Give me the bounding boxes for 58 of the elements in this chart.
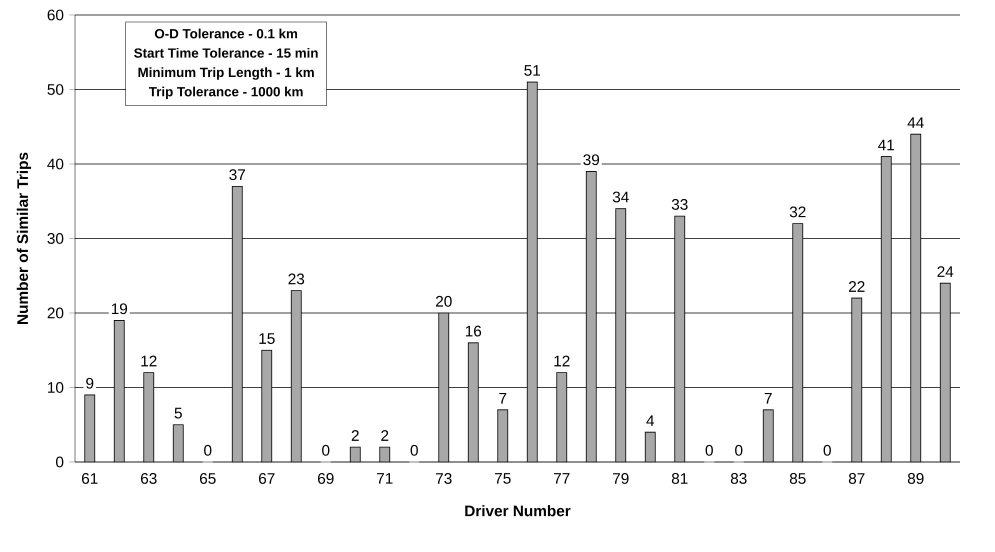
data-label: 23	[288, 274, 304, 284]
y-tick-label: 30	[47, 233, 64, 244]
data-label: 12	[141, 356, 157, 366]
y-tick-label: 40	[47, 158, 64, 170]
y-tick-label: 20	[48, 308, 64, 318]
annotation: Trip Tolerance - 1000 km	[148, 86, 303, 100]
annotation: O-D Tolerance - 0.1 km	[154, 28, 298, 38]
data-label: 15	[259, 333, 275, 344]
x-tick-label: 77	[554, 473, 570, 484]
data-label: 33	[672, 199, 688, 210]
annotation: Minimum Trip Length - 1 km	[138, 67, 314, 80]
x-tick-label: 69	[318, 473, 334, 484]
data-label: 0	[706, 444, 713, 456]
x-tick-label: 63	[141, 473, 157, 484]
annotation: Start Time Tolerance - 15 min	[134, 48, 318, 58]
data-label: 4	[646, 415, 654, 426]
y-axis-title: Number of Similar Trips	[16, 152, 32, 324]
data-label: 5	[174, 408, 182, 418]
data-label: 0	[824, 444, 831, 456]
data-label: 34	[612, 192, 629, 202]
x-tick-label: 81	[672, 473, 688, 484]
data-label: 0	[204, 444, 212, 456]
x-axis-title: Driver Number	[465, 505, 570, 516]
x-tick-label: 79	[613, 473, 629, 484]
y-tick-label: 10	[48, 382, 64, 393]
data-label: 41	[878, 140, 894, 150]
x-tick-label: 87	[848, 473, 865, 484]
x-tick-label: 89	[908, 473, 924, 484]
data-label: 37	[229, 169, 246, 180]
data-label: 20	[436, 296, 452, 307]
data-label: 22	[849, 281, 865, 292]
y-tick-label: 60	[48, 10, 64, 20]
x-tick-label: 67	[259, 473, 275, 484]
data-label: 19	[112, 303, 128, 314]
data-label: 0	[322, 444, 330, 456]
data-label: 39	[583, 154, 600, 166]
data-label: 51	[524, 65, 540, 76]
data-label: 44	[908, 117, 924, 128]
y-tick-label: 0	[56, 456, 64, 468]
y-tick-label: 50	[47, 84, 64, 95]
x-tick-label: 83	[730, 473, 747, 484]
data-label: 7	[764, 393, 772, 404]
data-label: 24	[938, 266, 954, 277]
data-label: 9	[86, 378, 94, 389]
data-label: 12	[554, 356, 570, 366]
data-label: 2	[352, 430, 359, 441]
data-label: 0	[735, 444, 742, 456]
x-tick-label: 85	[790, 473, 806, 484]
data-label: 32	[790, 206, 806, 218]
data-label: 7	[499, 393, 506, 404]
data-label: 0	[410, 444, 418, 456]
x-tick-label: 73	[436, 473, 452, 484]
data-label: 16	[466, 326, 482, 337]
x-tick-label: 61	[82, 473, 98, 484]
x-tick-label: 65	[200, 473, 216, 484]
x-tick-label: 75	[495, 473, 511, 484]
x-tick-label: 71	[377, 473, 393, 484]
data-label: 2	[381, 430, 388, 441]
